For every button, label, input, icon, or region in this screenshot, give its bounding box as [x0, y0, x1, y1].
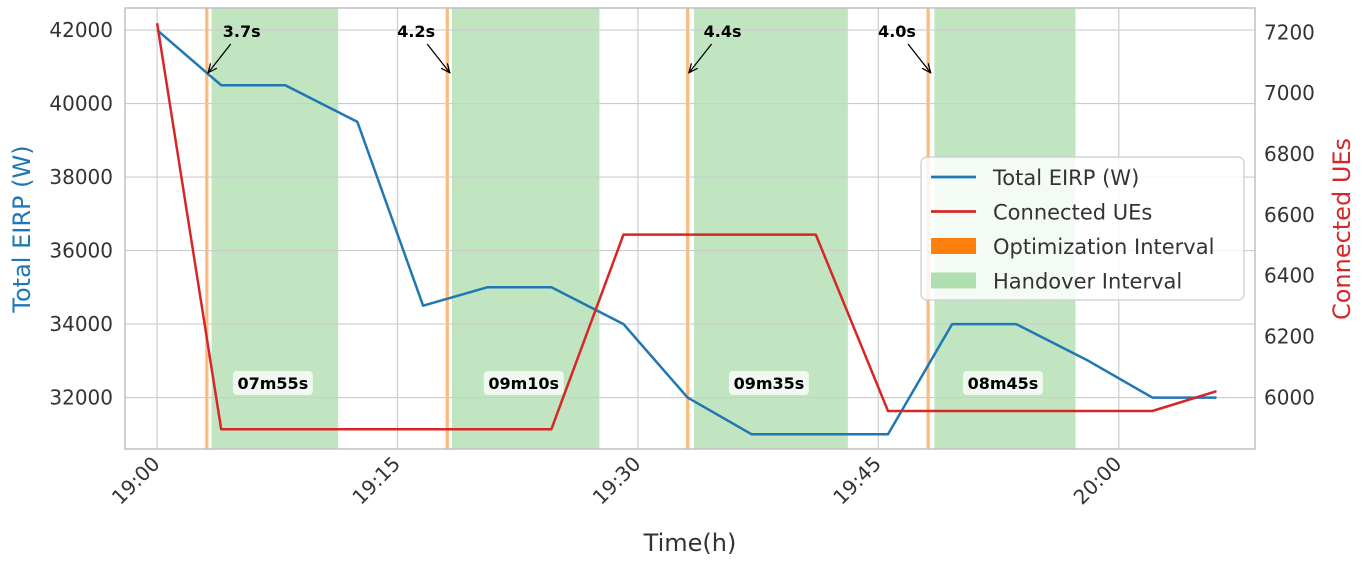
x-tick-label-4: 19:45 — [828, 452, 886, 510]
right-y-tick-label-1: 6000 — [1264, 385, 1315, 409]
x-tick-label-1: 19:00 — [107, 452, 165, 510]
handover-duration-label-4: 08m45s — [968, 374, 1039, 393]
x-tick-label-3: 19:30 — [588, 452, 646, 510]
optimization-interval-1 — [205, 8, 209, 449]
plot-frame — [124, 7, 1256, 450]
optimization-duration-label-2: 4.2s — [397, 22, 435, 41]
optimization-duration-label-4: 4.0s — [878, 22, 916, 41]
optimization-duration-label-3: 4.4s — [704, 22, 742, 41]
optimization-arrow-4 — [907, 43, 930, 72]
left-y-tick-label-2: 34000 — [49, 312, 113, 336]
right-y-tick-label-6: 7000 — [1264, 81, 1315, 105]
right-y-tick-label-4: 6600 — [1264, 203, 1315, 227]
left-y-tick-label-5: 40000 — [49, 92, 113, 116]
annotations: 3.7s 4.2s 4.4s 4.0s 07m55s 09m10s 09m35s 08m45s — [209, 22, 1043, 395]
handover-label-box-3 — [728, 371, 809, 395]
right-y-tick-label-7: 7200 — [1264, 20, 1315, 44]
handover-duration-label-1: 07m55s — [237, 374, 308, 393]
connected-ues-series-line — [155, 23, 1217, 431]
handover-duration-label-2: 09m10s — [488, 374, 559, 393]
eirp-series-line — [156, 29, 1217, 436]
legend-label-total-eirp-w: Total EIRP (W) — [992, 166, 1139, 190]
handover-label-box-4 — [962, 371, 1043, 395]
legend-swatch-optimization-interval — [931, 238, 976, 254]
right-y-tick-label-5: 6800 — [1264, 142, 1315, 166]
right-y-tick-label-3: 6400 — [1264, 264, 1315, 288]
legend-label-connected-ues: Connected UEs — [993, 201, 1152, 225]
series-lines — [155, 23, 1217, 436]
right-y-tick-label-2: 6200 — [1264, 324, 1315, 348]
legend-label-handover-interval: Handover Interval — [993, 270, 1182, 294]
left-y-axis-title: Total EIRP (W) — [8, 145, 36, 313]
right-y-axis-title: Connected UEs — [1328, 138, 1356, 320]
plot-frame-border — [124, 7, 1256, 450]
optimization-arrow-2 — [426, 43, 449, 72]
optimization-duration-label-1: 3.7s — [223, 22, 261, 41]
left-y-tick-label-1: 32000 — [49, 386, 113, 410]
handover-label-box-2 — [483, 371, 564, 395]
optimization-arrow-3 — [690, 43, 713, 72]
handover-label-box-1 — [232, 371, 313, 395]
handover-intervals — [211, 8, 1076, 449]
legend: Total EIRP (W) Connected UEs Optimization … — [920, 156, 1245, 301]
legend-label-optimization-interval: Optimization Interval — [993, 235, 1214, 259]
handover-duration-label-3: 09m35s — [734, 374, 805, 393]
legend-swatch-handover-interval — [931, 272, 976, 289]
x-tick-label-2: 19:15 — [347, 452, 405, 510]
left-y-tick-label-4: 38000 — [49, 165, 113, 189]
x-axis-title: Time(h) — [643, 529, 737, 557]
optimization-interval-2 — [445, 8, 449, 449]
left-y-tick-label-6: 42000 — [49, 18, 113, 42]
optimization-arrow-1 — [209, 43, 232, 72]
left-y-tick-label-3: 36000 — [49, 239, 113, 263]
x-tick-label-5: 20:00 — [1069, 452, 1127, 510]
optimization-interval-3 — [686, 8, 690, 449]
legend-box — [920, 156, 1245, 301]
